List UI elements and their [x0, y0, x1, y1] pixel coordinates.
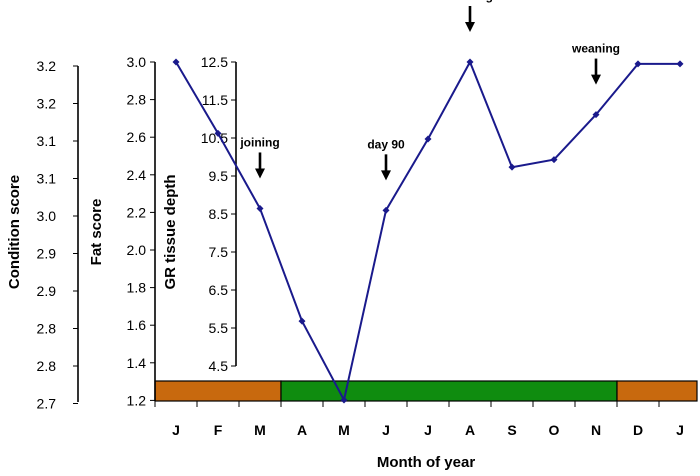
gr-tick-label: 4.5: [209, 358, 229, 374]
fat-axis-title: Fat score: [88, 199, 105, 266]
x-tick-label: A: [297, 422, 307, 438]
fat-tick-label: 1.8: [127, 280, 147, 296]
condition-tick-label: 2.8: [37, 358, 57, 374]
x-tick-label: J: [676, 422, 684, 438]
condition-tick-label: 3.0: [37, 208, 57, 224]
x-tick-label: A: [465, 422, 475, 438]
axes: 3.2 3.2 3.1 3.1 3.0 2.9 2.9 2.8 2.8 2.7 3.0 2.8 2.6 2…: [37, 54, 237, 412]
condition-tick-label: 2.9: [37, 283, 57, 299]
fat-tick-label: 2.8: [127, 92, 147, 108]
season-bar: [154, 380, 698, 402]
series-line-layer: [172, 58, 684, 404]
x-tick-label: J: [172, 422, 180, 438]
annotation-label: joining: [239, 135, 279, 149]
x-tick-label: M: [254, 422, 266, 438]
condition-tick-label: 3.2: [37, 96, 57, 112]
data-point: [214, 129, 222, 137]
x-tick-label: O: [549, 422, 560, 438]
condition-tick-label: 2.9: [37, 246, 57, 262]
x-tick-label: J: [382, 422, 390, 438]
data-point: [340, 396, 348, 404]
annotations: joining day 90 lambing weaning: [239, 0, 620, 181]
season-segment-1: [280, 380, 618, 402]
season-segment-0: [154, 380, 282, 402]
data-point: [676, 60, 684, 68]
fat-tick-label: 2.2: [127, 204, 147, 220]
data-point: [466, 58, 474, 66]
data-point: [424, 135, 432, 143]
condition-tick-label: 3.1: [37, 171, 57, 187]
gr-axis-title: GR tissue depth: [162, 174, 179, 289]
x-tick-label: J: [424, 422, 432, 438]
data-point: [592, 111, 600, 119]
x-tick-label: F: [214, 422, 223, 438]
series-line: [175, 59, 680, 403]
gr-tick-label: 5.5: [209, 320, 229, 336]
x-tick-label: S: [507, 422, 516, 438]
annotation-arrow-head: [465, 22, 475, 32]
data-point: [172, 58, 180, 66]
fat-tick-label: 3.0: [127, 54, 147, 70]
gr-tick-label: 12.5: [201, 54, 228, 70]
fat-tick-label: 1.4: [127, 355, 147, 371]
gr-tick-label: 6.5: [209, 282, 229, 298]
annotation-arrow-head: [381, 170, 391, 181]
fat-tick-label: 1.6: [127, 317, 147, 333]
fat-tick-label: 1.2: [127, 392, 147, 408]
annotation-label: day 90: [367, 137, 405, 151]
x-tick-label: D: [633, 422, 643, 438]
data-point: [634, 60, 642, 68]
annotation-arrow-head: [591, 74, 601, 85]
gr-tick-label: 8.5: [209, 206, 229, 222]
annotation-arrow-head: [255, 168, 265, 179]
x-axis-title: Month of year: [377, 454, 475, 471]
data-point: [256, 204, 264, 212]
x-tick-label: M: [338, 422, 350, 438]
fat-tick-label: 2.0: [127, 242, 147, 258]
season-segment-2: [616, 380, 698, 402]
annotation-label: weaning: [571, 42, 620, 56]
data-point: [550, 156, 558, 164]
x-tick-label: N: [591, 422, 601, 438]
fat-tick-label: 2.4: [127, 167, 147, 183]
annotation-label: lambing: [447, 0, 493, 3]
gr-tick-label: 7.5: [209, 244, 229, 260]
condition-tick-label: 3.2: [37, 58, 57, 74]
data-point: [508, 163, 516, 171]
condition-tick-label: 3.1: [37, 133, 57, 149]
condition-tick-label: 2.7: [37, 396, 57, 412]
gr-tick-label: 10.5: [201, 130, 228, 146]
condition-axis-title: Condition score: [6, 175, 23, 289]
data-point: [298, 317, 306, 325]
condition-tick-label: 2.8: [37, 321, 57, 337]
data-point: [382, 206, 390, 214]
gr-tick-label: 11.5: [202, 92, 228, 108]
gr-tick-label: 9.5: [209, 168, 229, 184]
fat-tick-label: 2.6: [127, 129, 147, 145]
